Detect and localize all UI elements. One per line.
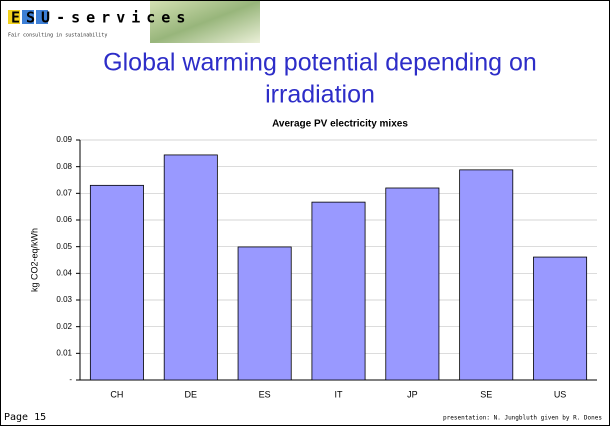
slide-title: Global warming potential depending on [103,49,537,77]
y-tick-label: 0.08 [56,162,72,171]
bar [533,257,586,380]
y-tick-label: 0.05 [56,242,72,251]
y-tick-label: - [69,375,72,384]
y-tick-label: 0.02 [56,322,72,331]
bar [238,247,291,380]
x-tick-label: DE [185,389,198,399]
x-tick-label: SE [480,389,492,399]
x-tick-label: JP [407,389,418,399]
tagline: Fair consulting in sustainability [8,33,107,39]
page-number: Page 15 [4,412,46,423]
credit: presentation: N. Jungbluth given by R. D… [443,415,602,422]
slide: ESU-services Fair consulting in sustaina… [0,0,610,426]
logo: ESU-services [11,9,191,27]
y-tick-label: 0.06 [56,215,72,224]
bar [312,202,365,380]
x-tick-label: ES [259,389,271,399]
x-tick-label: CH [110,389,123,399]
slide-title: irradiation [265,81,375,109]
bar [460,170,513,380]
y-tick-label: 0.04 [56,268,72,277]
y-tick-label: 0.01 [56,348,72,357]
y-tick-label: 0.09 [56,135,72,144]
y-axis-label: kg CO2-eq/kWh [29,228,39,292]
bar [386,188,439,380]
y-tick-label: 0.07 [56,188,72,197]
chart-title: Average PV electricity mixes [272,119,408,130]
bar [90,185,143,380]
bar [164,155,217,380]
x-tick-label: US [554,389,567,399]
y-tick-label: 0.03 [56,295,72,304]
x-tick-label: IT [335,389,344,399]
